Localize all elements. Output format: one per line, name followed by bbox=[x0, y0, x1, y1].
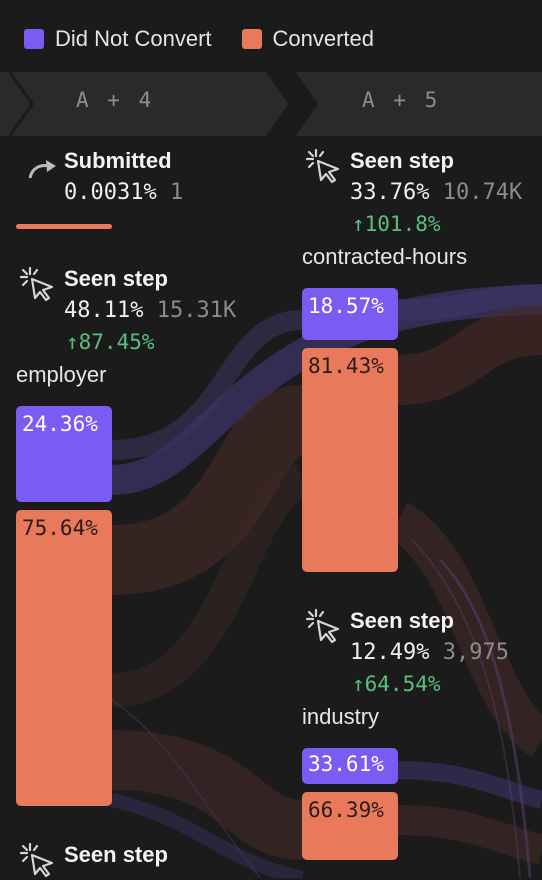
legend-swatch-orange bbox=[241, 29, 262, 49]
step-header bbox=[0, 72, 542, 136]
node-delta: ↑64.54% bbox=[352, 672, 441, 696]
legend: Did Not Convert Converted bbox=[24, 26, 374, 52]
node-percentage: 0.0031% bbox=[64, 180, 157, 205]
bar-converted[interactable]: 75.64% bbox=[16, 510, 112, 806]
node-percentage: 33.76% bbox=[350, 180, 430, 205]
node-title: Seen step bbox=[64, 266, 168, 291]
node-delta: ↑87.45% bbox=[66, 330, 155, 354]
bar-did-not-convert[interactable]: 24.36% bbox=[16, 406, 112, 502]
legend-label: Did Not Convert bbox=[55, 26, 212, 51]
step-label-a5: A + 5 bbox=[362, 88, 441, 112]
pointer-click-icon bbox=[305, 608, 340, 644]
node-stat: 33.76% 10.74K bbox=[350, 180, 522, 205]
node-percentage: 12.49% bbox=[350, 640, 430, 665]
node-title: Submitted bbox=[64, 148, 172, 173]
pointer-click-icon bbox=[19, 842, 54, 878]
bar-converted[interactable]: 66.39% bbox=[302, 792, 398, 860]
bar-did-not-convert[interactable]: 18.57% bbox=[302, 288, 398, 340]
node-attribute: industry bbox=[302, 704, 380, 729]
pointer-click-icon bbox=[19, 266, 54, 302]
bar-converted[interactable]: 81.43% bbox=[302, 348, 398, 572]
node-attribute: employer bbox=[16, 362, 107, 387]
bar-did-not-convert[interactable]: 33.61% bbox=[302, 748, 398, 784]
step-chevron-a4-main bbox=[12, 72, 288, 136]
node-stat: 48.11% 15.31K bbox=[64, 298, 236, 323]
node-delta: ↑101.8% bbox=[352, 212, 441, 236]
node-attribute: contracted-hours bbox=[302, 244, 468, 269]
legend-swatch-purple bbox=[24, 29, 44, 49]
node-stat: 12.49% 3,975 bbox=[350, 640, 509, 665]
legend-label: Converted bbox=[272, 26, 375, 51]
legend-item-did-not-convert[interactable]: Did Not Convert bbox=[24, 26, 212, 52]
step-chevron-a4 bbox=[0, 72, 30, 136]
legend-item-converted[interactable]: Converted bbox=[241, 26, 375, 52]
node-count: 15.31K bbox=[156, 298, 237, 323]
node-stat: 0.0031% 1 bbox=[64, 180, 183, 205]
redo-arrow-icon bbox=[28, 160, 56, 179]
node-count: 3,975 bbox=[442, 640, 509, 665]
node-title: Seen step bbox=[350, 608, 454, 633]
submitted-underline bbox=[16, 224, 112, 229]
step-chevron-a5 bbox=[296, 72, 542, 136]
step-label-a4: A + 4 bbox=[76, 88, 155, 112]
node-count: 1 bbox=[169, 180, 184, 205]
pointer-click-icon bbox=[305, 148, 340, 184]
node-percentage: 48.11% bbox=[64, 298, 144, 323]
node-title: Seen step bbox=[350, 148, 454, 173]
node-title: Seen step bbox=[64, 842, 168, 867]
node-count: 10.74K bbox=[442, 180, 523, 205]
